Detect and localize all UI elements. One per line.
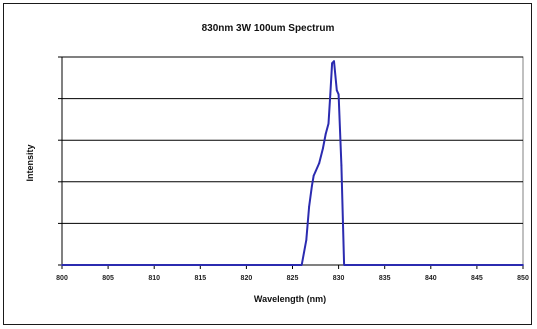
data-point: [314, 170, 317, 173]
x-axis-label: Wavelength (nm): [254, 294, 326, 304]
data-point: [312, 174, 315, 177]
data-point: [310, 185, 313, 187]
data-point: [335, 89, 338, 92]
data-point: [324, 133, 327, 135]
x-tick-label: 815: [194, 275, 206, 282]
data-point: [340, 164, 343, 167]
grid-lines: [62, 56, 523, 224]
x-tick-label: 845: [471, 275, 483, 282]
series-layer: [61, 60, 524, 266]
x-tick-labels: 800 805 810 815 820 825 830 835 840 845 850: [56, 265, 529, 282]
data-point: [343, 264, 346, 266]
data-point: [522, 264, 524, 266]
data-point: [308, 205, 310, 208]
data-point: [305, 239, 308, 241]
x-tick-label: 825: [287, 275, 299, 282]
x-tick-label: 840: [425, 275, 437, 282]
data-point: [327, 122, 330, 125]
data-point: [300, 264, 303, 266]
x-tick-label: 820: [241, 275, 253, 282]
data-point: [331, 62, 334, 65]
x-tick-label: 800: [56, 275, 68, 282]
x-tick-label: 850: [517, 275, 529, 282]
data-point: [318, 162, 321, 164]
y-axis-label: Intensity: [25, 144, 35, 181]
x-tick-label: 810: [148, 275, 160, 282]
chart-title: 830nm 3W 100um Spectrum: [202, 23, 335, 34]
x-tick-label: 805: [102, 275, 114, 282]
data-point: [337, 93, 340, 96]
x-tick-label: 835: [379, 275, 391, 282]
data-point: [329, 93, 332, 96]
data-point: [61, 264, 63, 266]
x-tick-label: 830: [333, 275, 345, 282]
data-point: [333, 60, 335, 63]
plot-area: [61, 56, 524, 266]
data-point: [322, 147, 324, 150]
